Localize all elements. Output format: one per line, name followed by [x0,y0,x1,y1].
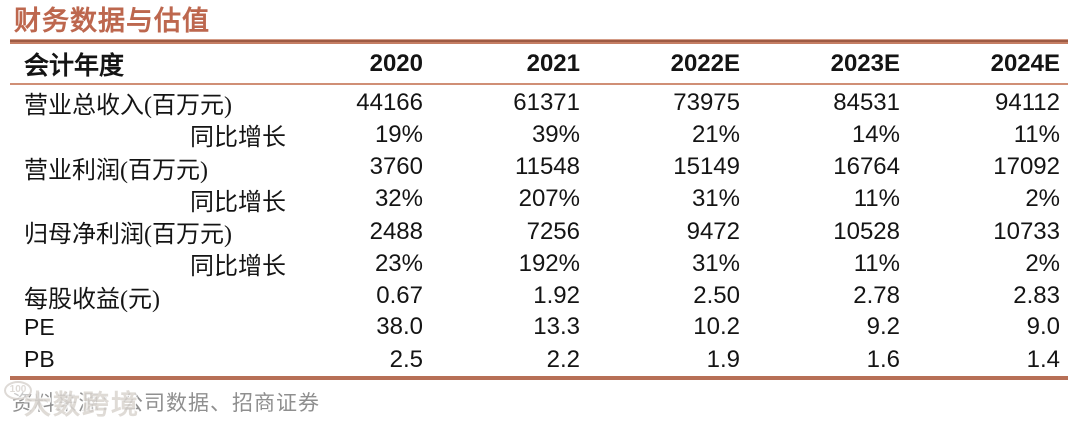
cell-value: 1.4 [1026,345,1060,373]
cell-value: 2.2 [546,345,580,373]
cell-value: 16764 [833,153,900,181]
cell-value: 44166 [356,88,423,116]
cell-value: 73975 [673,88,740,116]
table-row-revenue-yoy-growth: 同比增长 19% 39% 21% 14% 11% [10,117,1068,152]
row-label: 每股收益(元) [24,286,160,313]
source-note: 资料来源：公司数据、招商证券 [10,387,1068,417]
title-divider-rule [10,39,1068,44]
row-label: 同比增长 [190,254,286,281]
table-row-operating-profit: 营业利润(百万元) 3760 11548 15149 16764 17092 [10,150,1068,184]
cell-value: 2.5 [389,345,423,373]
cell-value: 2% [1025,185,1060,213]
table-row-total-revenue: 营业总收入(百万元) 44166 61371 73975 84531 94112 [10,85,1068,120]
cell-value: 11% [853,185,900,213]
table-row-operating-profit-yoy-growth: 同比增长 32% 207% 31% 11% 2% [10,182,1068,216]
cell-value: 2.50 [693,282,740,310]
cell-value: 3760 [369,153,423,181]
cell-value: 0.67 [376,282,423,310]
page-title: 财务数据与估值 [14,6,210,36]
cell-value: 2488 [369,217,423,245]
cell-value: 84531 [833,88,900,116]
cell-value: 207% [518,185,580,213]
cell-value: 14% [851,120,900,148]
row-label: 营业总收入(百万元) [24,93,232,119]
cell-value: 2.83 [1013,282,1060,310]
cell-value: 39% [531,120,580,148]
row-label: 同比增长 [190,125,286,152]
column-header-2021: 2021 [526,49,580,77]
cell-value: 7256 [526,217,580,245]
cell-value: 11% [1013,120,1060,148]
cell-value: 2% [1025,249,1060,277]
cell-value: 1.9 [706,345,740,373]
cell-value: 31% [691,249,740,277]
cell-value: 21% [691,120,740,148]
column-header-2022e: 2022E [670,49,740,77]
cell-value: 192% [518,249,580,277]
table-row-pe: PE 38.0 13.3 10.2 9.2 9.0 [10,311,1068,343]
column-header-2023e: 2023E [830,49,900,77]
cell-value: 38.0 [376,313,423,341]
cell-value: 15149 [673,153,740,181]
cell-value: 31% [691,185,740,213]
cell-value: 94112 [995,88,1060,116]
cell-value: 23% [374,249,423,277]
cell-value: 1.6 [866,345,900,373]
cell-value: 11548 [515,153,580,181]
table-bottom-rule [10,375,1068,380]
cell-value: 13.3 [533,313,580,341]
column-header-fiscal-year: 会计年度 [24,52,125,80]
column-header-2020: 2020 [369,49,423,77]
table-row-pb: PB 2.5 2.2 1.9 1.6 1.4 [10,343,1068,375]
header-divider-rule [10,83,1068,85]
table-row-net-profit-yoy-growth: 同比增长 23% 192% 31% 11% 2% [10,246,1068,281]
cell-value: 9.2 [866,313,900,341]
table-row-eps: 每股收益(元) 0.67 1.92 2.50 2.78 2.83 [10,279,1068,313]
table-row-net-profit: 归母净利润(百万元) 2488 7256 9472 10528 10733 [10,214,1068,249]
row-label: 营业利润(百万元) [24,157,208,184]
cell-value: 11% [853,249,900,277]
row-label: 归母净利润(百万元) [24,222,232,249]
table-header-row: 会计年度 2020 2021 2022E 2023E 2024E [10,44,1068,83]
cell-value: 2.78 [853,282,900,310]
source-note-text: 资料来源：公司数据、招商证券 [12,390,320,415]
cell-value: 10.2 [693,313,740,341]
cell-value: 17092 [993,153,1060,181]
cell-value: 1.92 [533,282,580,310]
row-label: PB [24,346,55,373]
cell-value: 9472 [686,217,740,245]
column-header-2024e: 2024E [990,49,1060,77]
cell-value: 9.0 [1026,313,1060,341]
cell-value: 19% [374,120,423,148]
row-label: PE [24,313,55,340]
cell-value: 61371 [513,88,580,116]
cell-value: 32% [374,185,423,213]
row-label: 同比增长 [190,189,286,216]
financial-table: 会计年度 2020 2021 2022E 2023E 2024E 营业总收入(百… [10,44,1068,376]
cell-value: 10528 [833,217,900,245]
cell-value: 10733 [993,217,1060,245]
